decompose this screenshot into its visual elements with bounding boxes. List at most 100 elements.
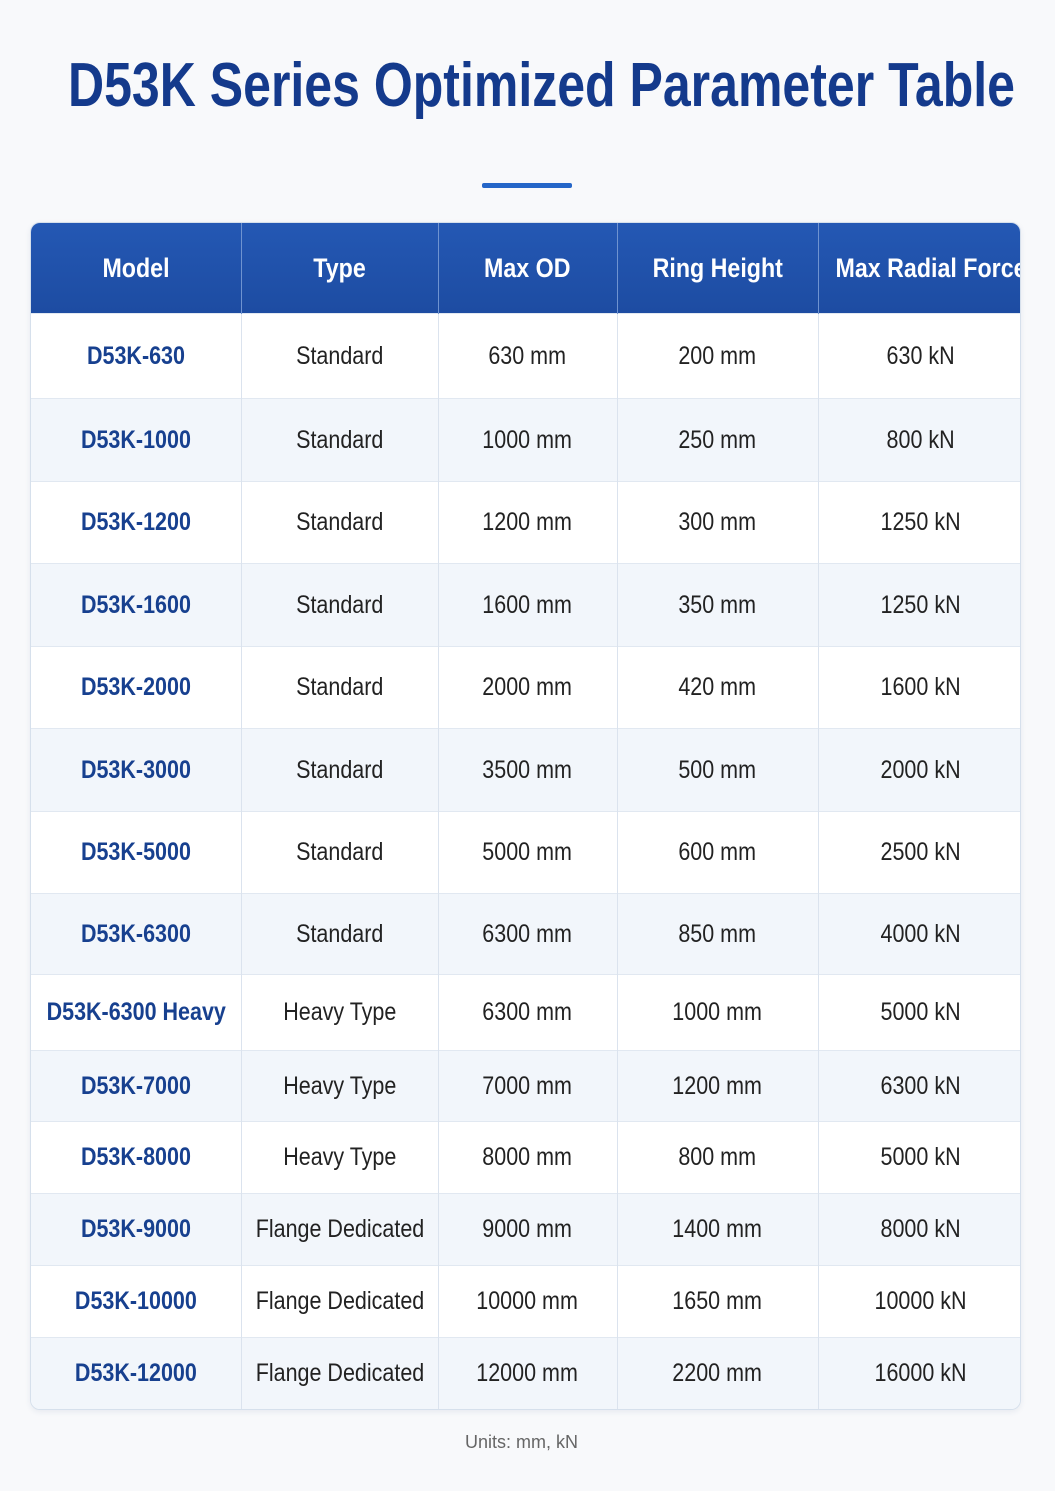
- table-cell: 1600 mm: [438, 563, 618, 647]
- table-row: D53K-5000 Standard 5000 mm 600 mm 2500 kN: [31, 811, 1020, 894]
- header-cell: Type: [241, 223, 439, 314]
- table-cell: Standard: [241, 728, 439, 812]
- model-cell: D53K-3000: [31, 728, 242, 812]
- cell-text: 2000 kN: [880, 755, 961, 784]
- table-cell: 1000 mm: [617, 974, 819, 1051]
- cell-text: 350 mm: [678, 590, 757, 619]
- model-cell: D53K-2000: [31, 646, 242, 729]
- cell-text: D53K-3000: [80, 755, 191, 784]
- cell-text: Heavy Type: [282, 1143, 397, 1171]
- header-cell: Model: [31, 223, 242, 314]
- table-cell: 300 mm: [617, 481, 819, 564]
- cell-text: 6300 kN: [880, 1071, 961, 1100]
- cell-text: Heavy Type: [282, 1071, 397, 1100]
- table-cell: 800 kN: [818, 398, 1020, 482]
- table-row: D53K-1600 Standard 1600 mm 350 mm 1250 kN: [31, 563, 1020, 647]
- table-row: D53K-1000 Standard 1000 mm 250 mm 800 kN: [31, 398, 1020, 482]
- cell-text: 800 mm: [678, 1143, 757, 1171]
- cell-text: 16000 kN: [874, 1358, 967, 1387]
- table-row: D53K-8000 Heavy Type 8000 mm 800 mm 5000 kN: [31, 1121, 1020, 1194]
- table-cell: Heavy Type: [241, 1121, 439, 1194]
- header-cell: Max OD: [438, 223, 618, 314]
- table-cell: Standard: [241, 563, 439, 647]
- table-cell: 1250 kN: [818, 481, 1020, 564]
- cell-text: 1400 mm: [672, 1215, 763, 1243]
- table-cell: 2500 kN: [818, 811, 1020, 894]
- cell-text: 600 mm: [678, 838, 757, 866]
- cell-text: D53K-9000: [80, 1215, 191, 1243]
- table-cell: 1600 kN: [818, 646, 1020, 729]
- cell-text: 2000 mm: [482, 673, 573, 701]
- table-row: D53K-10000 Flange Dedicated 10000 mm 1650 m…: [31, 1265, 1020, 1338]
- model-cell: D53K-1000: [31, 398, 242, 482]
- title-underline: [482, 183, 572, 188]
- cell-text: 1200 mm: [672, 1071, 763, 1100]
- table-cell: 4000 kN: [818, 893, 1020, 975]
- table-cell: 500 mm: [617, 728, 819, 812]
- table-row: D53K-2000 Standard 2000 mm 420 mm 1600 kN: [31, 646, 1020, 729]
- cell-text: Standard: [295, 755, 384, 784]
- cell-text: D53K-8000: [80, 1143, 191, 1171]
- cell-text: 1000 mm: [482, 425, 573, 454]
- cell-text: Heavy Type: [282, 998, 397, 1026]
- cell-text: D53K-1000: [80, 425, 191, 454]
- table-cell: 3500 mm: [438, 728, 618, 812]
- cell-text: 10000 mm: [476, 1287, 579, 1315]
- cell-text: Standard: [295, 425, 384, 454]
- cell-text: 1000 mm: [672, 998, 763, 1026]
- table-cell: 850 mm: [617, 893, 819, 975]
- cell-text: 9000 mm: [482, 1215, 573, 1243]
- header-text: Model: [102, 252, 170, 283]
- cell-text: 6300 mm: [482, 919, 573, 948]
- page-title: D53K Series Optimized Parameter Table: [68, 51, 1015, 120]
- table-row: D53K-12000 Flange Dedicated 12000 mm 2200 m…: [31, 1337, 1020, 1409]
- header-text: Ring Height: [652, 252, 783, 283]
- units-note: Units: mm, kN: [464, 1432, 578, 1452]
- table-cell: 1000 mm: [438, 398, 618, 482]
- title-svg: D53K Series Optimized Parameter Table: [68, 51, 1015, 120]
- table-cell: 350 mm: [617, 563, 819, 647]
- cell-text: 5000 kN: [880, 998, 961, 1026]
- model-cell: D53K-8000: [31, 1121, 242, 1194]
- table-cell: 6300 mm: [438, 893, 618, 975]
- table-container: Model Type Max OD Ring Height Max Radial For…: [30, 222, 1021, 1410]
- header-row: Model Type Max OD Ring Height Max Radial For…: [31, 223, 1021, 314]
- cell-text: 800 kN: [886, 425, 955, 454]
- cell-text: 200 mm: [678, 341, 757, 370]
- cell-text: 1200 mm: [482, 508, 573, 536]
- table-cell: 10000 mm: [438, 1265, 618, 1338]
- cell-text: D53K-7000: [80, 1071, 191, 1100]
- table-cell: 250 mm: [617, 398, 819, 482]
- table-cell: 630 kN: [818, 313, 1020, 399]
- cell-text: 3500 mm: [482, 755, 573, 784]
- cell-text: 300 mm: [678, 508, 757, 536]
- table-cell: Flange Dedicated: [241, 1265, 439, 1338]
- cell-text: Flange Dedicated: [255, 1358, 424, 1387]
- table-cell: 800 mm: [617, 1121, 819, 1194]
- cell-text: Standard: [295, 838, 384, 866]
- header-cell: Max Radial Force: [818, 223, 1021, 314]
- cell-text: 1250 kN: [880, 590, 961, 619]
- table-cell: 5000 kN: [818, 974, 1020, 1051]
- cell-text: Flange Dedicated: [255, 1215, 424, 1243]
- cell-text: D53K-10000: [74, 1287, 197, 1315]
- cell-text: 6300 mm: [482, 998, 573, 1026]
- cell-text: D53K-6300: [80, 919, 191, 948]
- model-cell: D53K-1600: [31, 563, 242, 647]
- table-cell: 9000 mm: [438, 1193, 618, 1266]
- cell-text: 500 mm: [678, 755, 757, 784]
- cell-text: Standard: [295, 341, 384, 370]
- cell-text: 4000 kN: [880, 919, 961, 948]
- cell-text: D53K-1200: [80, 508, 191, 536]
- table-cell: Heavy Type: [241, 1050, 439, 1122]
- cell-text: 5000 kN: [880, 1143, 961, 1171]
- table-cell: 1400 mm: [617, 1193, 819, 1266]
- header-cell: Ring Height: [617, 223, 819, 314]
- table-cell: 420 mm: [617, 646, 819, 729]
- cell-text: 630 kN: [886, 341, 955, 370]
- table-cell: 1200 mm: [438, 481, 618, 564]
- header-text: Max Radial Force: [835, 252, 1021, 283]
- cell-text: 8000 kN: [880, 1215, 961, 1243]
- model-cell: D53K-6300 Heavy: [31, 974, 242, 1051]
